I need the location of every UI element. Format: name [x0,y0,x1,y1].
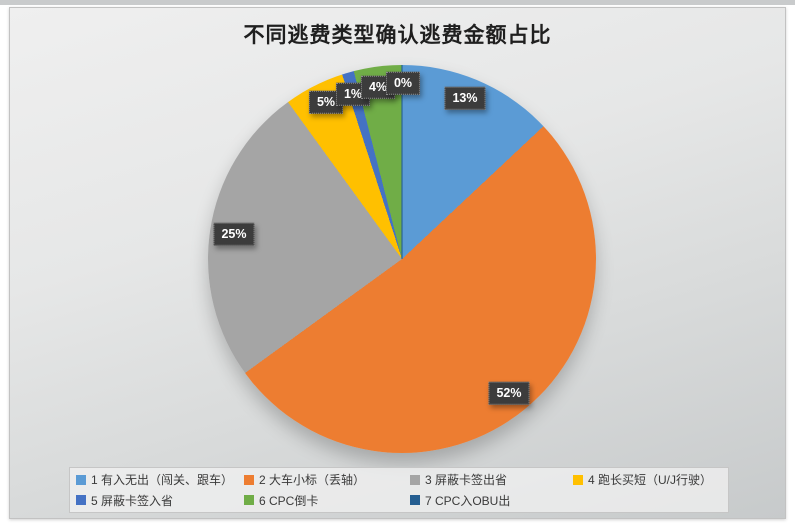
top-edge-strip [0,0,795,5]
legend-item-5[interactable]: 5 屏蔽卡签入省 [76,493,244,509]
chart-area[interactable]: 不同逃费类型确认逃费金额占比 13% 52% 25% 5% 1% 4% 0% 1… [9,7,786,519]
legend-swatch-icon [76,495,86,506]
legend-swatch-icon [410,495,420,506]
legend-label: 6 CPC倒卡 [259,493,319,508]
legend-label: 1 有入无出（闯关、跟车） [91,473,234,488]
legend-swatch-icon [244,495,254,506]
data-label-slice-3[interactable]: 25% [213,222,255,246]
data-label-slice-1[interactable]: 13% [444,86,486,110]
legend-swatch-icon [76,474,86,485]
legend-label: 4 跑长买短（U/J行驶） [588,473,713,488]
legend-swatch-icon [410,474,420,485]
legend-swatch-icon [244,474,254,485]
legend-item-4[interactable]: 4 跑长买短（U/J行驶） [573,472,722,488]
legend-item-6[interactable]: 6 CPC倒卡 [244,493,410,509]
legend-label: 5 屏蔽卡签入省 [91,493,174,508]
legend-swatch-icon [573,474,583,485]
data-label-slice-7[interactable]: 0% [385,71,421,95]
legend-label: 7 CPC入OBU出 [425,493,511,508]
legend-item-3[interactable]: 3 屏蔽卡签出省 [410,472,573,488]
chart-title[interactable]: 不同逃费类型确认逃费金额占比 [243,24,552,47]
legend[interactable]: 1 有入无出（闯关、跟车） 2 大车小标（丢轴） 3 屏蔽卡签出省 4 跑长买短… [69,467,729,513]
legend-label: 3 屏蔽卡签出省 [425,473,508,488]
pie-chart[interactable] [208,65,596,453]
legend-item-7[interactable]: 7 CPC入OBU出 [410,493,573,509]
legend-item-2[interactable]: 2 大车小标（丢轴） [244,472,410,488]
legend-item-1[interactable]: 1 有入无出（闯关、跟车） [76,472,244,488]
slice-7-hairline [401,65,403,259]
legend-label: 2 大车小标（丢轴） [259,473,366,488]
data-label-slice-2[interactable]: 52% [488,381,530,405]
